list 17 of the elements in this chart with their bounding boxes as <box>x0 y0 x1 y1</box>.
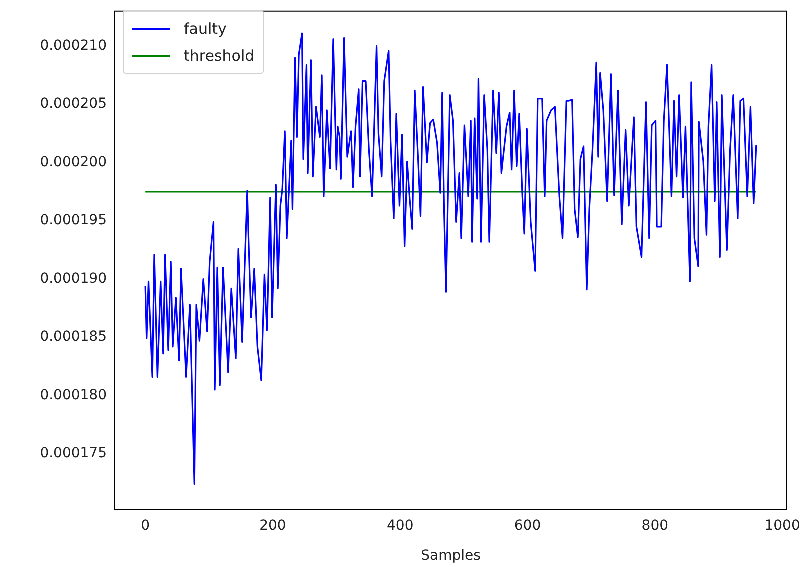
x-axis-title: Samples <box>421 548 481 564</box>
y-tick-label: 0.000200 <box>40 154 107 170</box>
y-tick-label: 0.000210 <box>40 38 107 54</box>
x-tick-label: 200 <box>260 518 286 534</box>
x-tick-label: 0 <box>141 518 150 534</box>
y-tick-label: 0.000205 <box>40 96 107 112</box>
y-tick-label: 0.000195 <box>40 212 107 229</box>
y-tick-label: 0.000175 <box>40 446 107 462</box>
y-tick-label: 0.000185 <box>40 329 107 346</box>
x-tick-label: 1000 <box>764 518 800 534</box>
legend-label: threshold <box>184 46 255 64</box>
y-tick-label: 0.000180 <box>40 387 107 404</box>
legend-label: faulty <box>184 20 227 38</box>
x-tick-label: 600 <box>514 518 542 534</box>
y-tick-label: 0.000190 <box>40 270 107 287</box>
x-tick-label: 800 <box>642 518 669 534</box>
x-tick-label: 400 <box>386 518 414 534</box>
